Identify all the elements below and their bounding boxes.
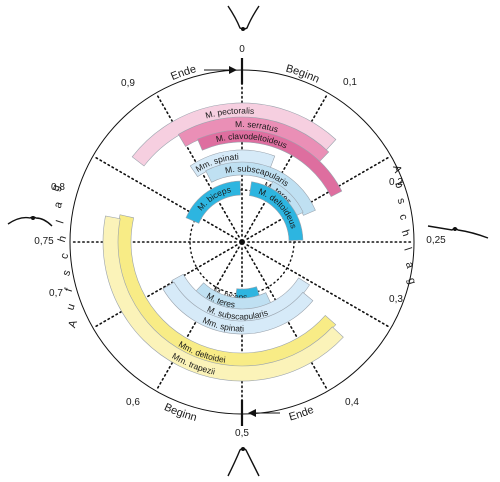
phase-tick-label: 0,7 [49,288,63,299]
phase-label: Beginn [284,63,321,86]
muscle-band [197,129,343,198]
side-letter: s [394,197,407,206]
phase-frame [69,58,415,426]
arrow-head [248,409,256,417]
phase-spoke [244,93,328,238]
phase-tick-label: 0,1 [343,77,357,88]
phase-tick-label: 0,25 [426,235,446,246]
phase-tick-label: 0,4 [345,397,359,408]
phase-tick-label: 0,5 [235,428,249,439]
phase-tick-label: 0,6 [126,397,140,408]
phase-tick-label: 0,75 [34,236,54,247]
wing-up-icon [227,5,260,30]
muscle-band [205,161,316,216]
side-letter: l [401,246,413,252]
side-letter: f [63,286,76,294]
side-letter: A [390,164,404,175]
side-letter: c [397,213,410,222]
side-letter: a [52,199,66,209]
wing-icons [7,5,489,477]
muscle-band [162,281,314,335]
phase-tick-label: 0,9 [121,78,135,89]
side-letter: b [392,180,405,190]
phase-tick-label: 0,8 [51,182,65,193]
center-pivot [239,239,245,245]
phase-tick-label: 0,2 [389,177,403,188]
wing-right-body [453,227,457,231]
phase-label: Beginn [162,401,198,424]
side-letter: g [405,276,418,286]
wing-left-icon [7,216,53,227]
phase-tick-label: 0,3 [389,294,403,305]
muscle-band [185,180,241,224]
wing-down-body [241,447,245,451]
phase-tick-label: 0 [239,44,245,55]
muscle-band [102,215,344,382]
side-letter: c [58,251,71,260]
arrow-head [229,66,237,74]
side-letter: s [60,268,73,277]
side-label-left: Auf sch l ag [50,183,80,329]
muscle-band [249,181,304,241]
wing-left-body [31,216,35,220]
inner-guide-circle [189,189,295,295]
side-letter: a [403,260,417,270]
side-letter: h [56,234,69,244]
side-letter: g [50,183,63,193]
phase-spoke [93,156,238,240]
phase-spoke [246,156,391,240]
side-letter: h [399,228,412,238]
phase-spoke [246,244,391,328]
side-letter: A [66,318,80,329]
side-letter: u [64,302,77,312]
wing-down-icon [227,447,260,477]
side-letter: l [54,219,66,225]
phase-spoke [93,244,238,328]
wing-up-body [241,27,245,31]
